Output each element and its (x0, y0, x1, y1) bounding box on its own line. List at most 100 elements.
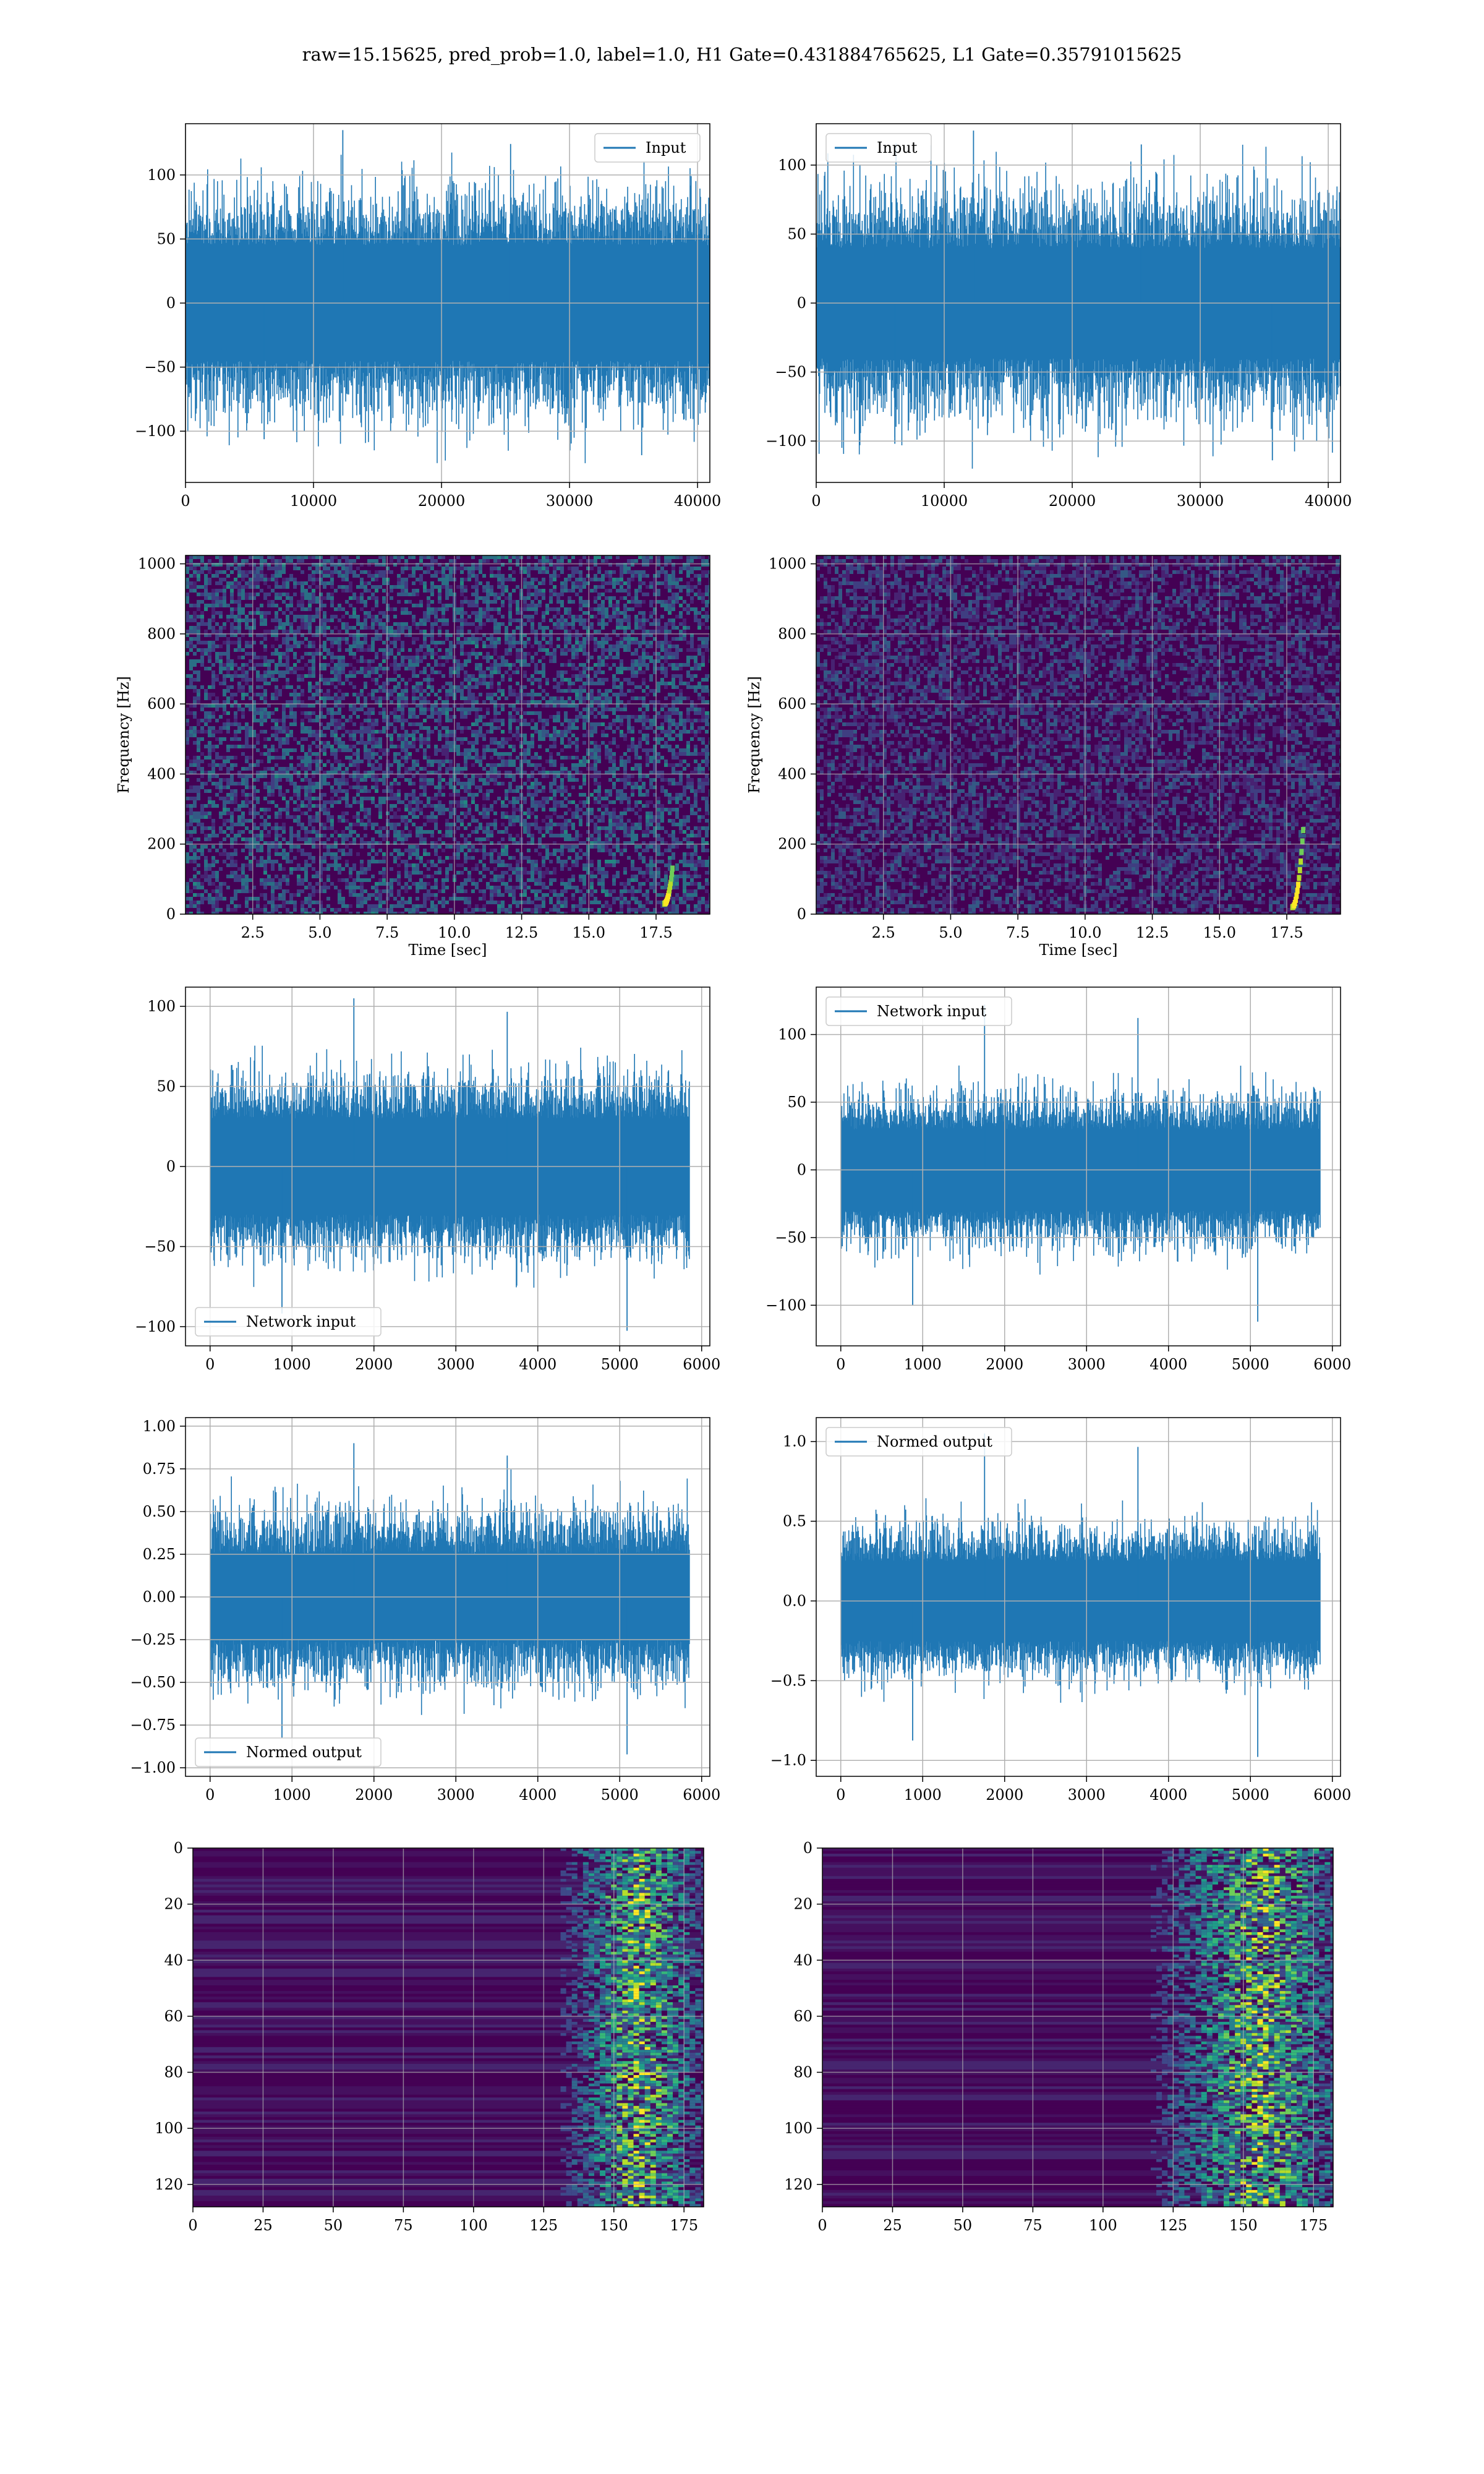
x-axis-label: Time [sec] (1039, 941, 1118, 959)
x-tick-label: 175 (670, 2217, 698, 2234)
x-tick-label: 17.5 (1270, 924, 1303, 941)
x-tick-label: 150 (1229, 2217, 1258, 2234)
legend-label: Network input (246, 1313, 356, 1330)
x-tick-label: 30000 (546, 492, 593, 510)
chirp-mark (669, 875, 674, 882)
legend: Network input (825, 996, 1012, 1026)
x-tick-label: 5.0 (939, 924, 962, 941)
chirp-mark (1299, 849, 1304, 855)
y-tick-label: 100 (147, 166, 176, 184)
y-axis-label: Frequency [Hz] (115, 676, 132, 794)
y-tick-label: 400 (147, 765, 176, 782)
y-tick-label: 0 (166, 1158, 176, 1175)
y-tick-label: 50 (156, 230, 176, 247)
x-tick-label: 3000 (437, 1786, 475, 1804)
y-tick-label: 800 (147, 625, 176, 643)
panel-grid: 0 10000 20000 30000 40000−100−50050100Input0… (115, 123, 1352, 2234)
x-tick-label: 2000 (355, 1786, 393, 1804)
legend-box (825, 996, 1012, 1026)
x-tick-label: 5000 (601, 1356, 639, 1373)
x-tick-label: 1000 (273, 1356, 311, 1373)
grid (816, 1418, 1341, 1776)
legend-label: Normed output (877, 1433, 992, 1450)
chart-h1-input: 0 10000 20000 30000 40000 −100 −50 0 50 100 Input (135, 123, 721, 510)
x-tick-label: 30000 (1177, 492, 1224, 510)
heatmap-image (193, 1848, 704, 2207)
x-tick-label: 2000 (986, 1356, 1023, 1373)
y-tick-label: −50 (775, 364, 806, 381)
x-tick-label: 20000 (1049, 492, 1096, 510)
axes-frame (192, 1847, 704, 2207)
chirp-mark (1294, 892, 1299, 899)
y-tick-label: −1.00 (130, 1759, 176, 1776)
x-tick-label: 4000 (519, 1356, 556, 1373)
y-tick-label: 200 (147, 836, 176, 853)
y-tick-label: 200 (778, 836, 806, 853)
x-tick-label: 75 (394, 2217, 413, 2234)
x-tick-label: 12.5 (505, 924, 538, 941)
x-tick-label: 15.0 (573, 924, 605, 941)
x-tick-label: 25 (883, 2217, 902, 2234)
x-tick-label: 50 (324, 2217, 343, 2234)
y-tick-label: −0.25 (130, 1631, 176, 1648)
axes-frame (185, 555, 710, 915)
y-tick-label: 40 (793, 1951, 812, 1969)
chart-h1-normed-output: 0 1000 2000 3000 4000 5000 6000 −1.00 −0.75 −0.50… (130, 1417, 720, 1804)
grid (186, 1418, 710, 1776)
y-tick-label: −50 (144, 1238, 176, 1255)
chirp-mark (1297, 867, 1302, 873)
y-tick-label: 1.00 (143, 1418, 176, 1435)
x-tick-label: 5000 (601, 1786, 639, 1804)
legend: Input (825, 133, 932, 163)
y-tick-label: −100 (765, 1296, 806, 1314)
figure-title: raw=15.15625, pred_prob=1.0, label=1.0, … (302, 44, 1182, 66)
legend-label: Normed output (246, 1744, 362, 1761)
legend-label: Input (877, 139, 918, 156)
chirp-mark (668, 880, 673, 886)
y-tick-label: 60 (164, 2008, 183, 2025)
y-tick-label: 100 (784, 2120, 812, 2137)
x-tick-label: 10000 (290, 492, 337, 510)
x-tick-label: 2000 (355, 1356, 393, 1373)
legend-box (594, 133, 701, 163)
chart-h1-network-input: 0 1000 2000 3000 4000 5000 6000 −100 −50 0 50 100 Ne… (135, 987, 720, 1373)
y-tick-label: 100 (778, 156, 806, 174)
chart-h1-feature-map: 0 25 50 75 100 125 150 175 0 20 40 60 80 100 120 (155, 1839, 704, 2234)
x-tick-label: 0 (181, 492, 190, 510)
x-tick-label: 6000 (683, 1786, 720, 1804)
y-tick-label: 50 (787, 225, 806, 242)
x-tick-label: 40000 (1305, 492, 1352, 510)
y-tick-label: 80 (793, 2064, 812, 2081)
chirp-mark (667, 887, 672, 894)
x-tick-label: 50 (953, 2217, 973, 2234)
y-tick-label: 400 (778, 765, 806, 782)
x-tick-label: 125 (529, 2217, 558, 2234)
x-tick-label: 5.0 (308, 924, 331, 941)
chart-l1-normed-output: 0 1000 2000 3000 4000 5000 6000 −1.0 −0.5 0.0 0.5 1… (770, 1417, 1351, 1804)
x-tick-label: 3000 (437, 1356, 475, 1373)
legend: Normed output (825, 1427, 1012, 1457)
y-tick-label: 600 (778, 695, 806, 713)
heatmap-image (186, 555, 710, 914)
x-tick-label: 100 (1089, 2217, 1117, 2234)
x-tick-label: 3000 (1068, 1356, 1106, 1373)
y-tick-label: 0.50 (143, 1503, 176, 1520)
chart-l1-spectrogram: 2.5 5.0 7.5 10.0 12.5 15.0 17.5 0 200 400 600 800 10… (746, 555, 1341, 959)
y-tick-label: −100 (765, 432, 806, 450)
legend-label: Input (646, 139, 686, 156)
y-tick-label: 0 (797, 294, 806, 312)
y-tick-label: 0 (797, 1161, 806, 1178)
heatmap-image (816, 555, 1341, 914)
y-tick-label: 0 (797, 905, 806, 923)
legend: Normed output (195, 1737, 382, 1767)
legend-box (825, 133, 932, 163)
legend-box (195, 1307, 382, 1337)
y-tick-label: 600 (147, 695, 176, 713)
y-tick-label: 1000 (769, 555, 806, 573)
y-tick-label: 50 (787, 1094, 806, 1111)
x-tick-label: 1000 (904, 1356, 942, 1373)
chirp-mark (1295, 888, 1300, 894)
legend: Network input (195, 1307, 382, 1337)
y-tick-label: 120 (155, 2176, 183, 2193)
x-tick-label: 20000 (418, 492, 465, 510)
